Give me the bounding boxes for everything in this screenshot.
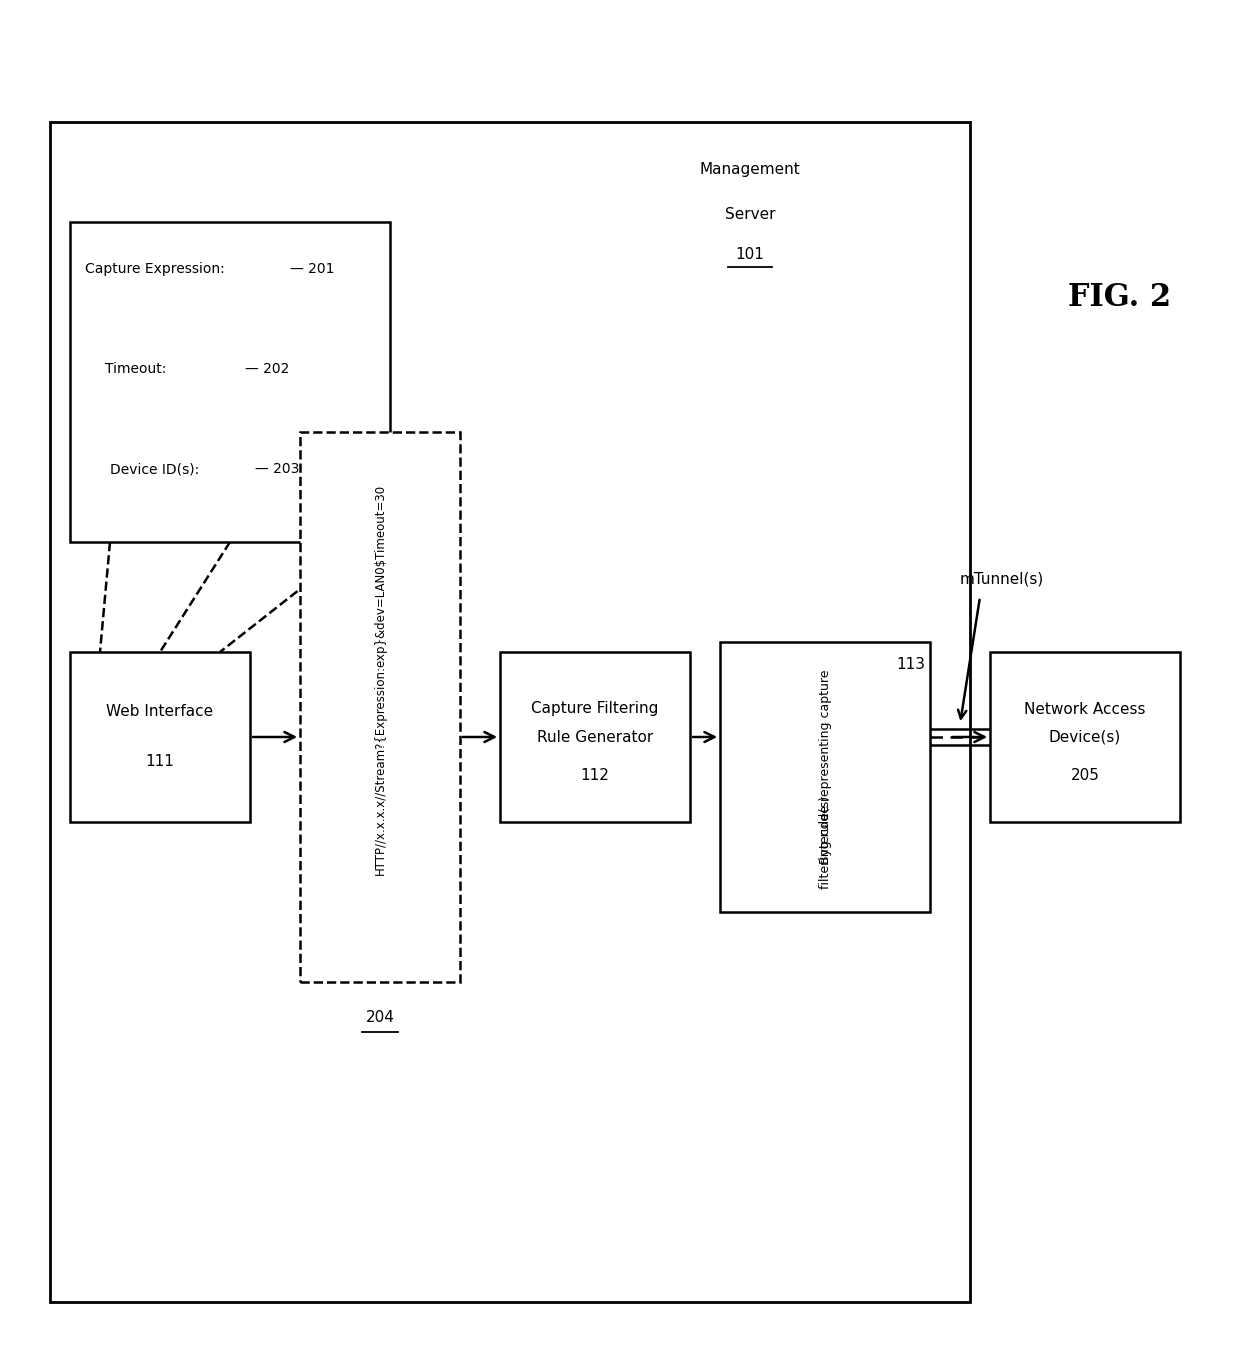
Text: Device(s): Device(s) [1049, 730, 1121, 745]
Text: Management: Management [699, 162, 800, 177]
Bar [50, 123, 970, 1302]
Bar [990, 652, 1180, 823]
Bar [500, 652, 689, 823]
Text: — 203: — 203 [255, 462, 299, 475]
Text: Bytecode representing capture: Bytecode representing capture [818, 670, 832, 865]
Text: mTunnel(s): mTunnel(s) [960, 572, 1044, 587]
Text: 204: 204 [366, 1011, 394, 1026]
Text: filtering rule(s): filtering rule(s) [818, 795, 832, 888]
Bar [69, 222, 391, 542]
Text: — 201: — 201 [290, 262, 335, 276]
Text: Capture Expression:: Capture Expression: [86, 262, 224, 276]
Text: 112: 112 [580, 768, 609, 783]
Text: Web Interface: Web Interface [107, 704, 213, 719]
Bar [69, 652, 250, 823]
Text: Rule Generator: Rule Generator [537, 730, 653, 745]
Text: Network Access: Network Access [1024, 701, 1146, 716]
Text: 205: 205 [1070, 768, 1100, 783]
Text: Timeout:: Timeout: [105, 362, 166, 376]
Text: Server: Server [724, 207, 775, 222]
Text: 101: 101 [735, 247, 764, 262]
Text: Capture Filtering: Capture Filtering [531, 701, 658, 716]
Text: — 202: — 202 [246, 362, 289, 376]
Text: FIG. 2: FIG. 2 [1069, 282, 1172, 313]
Text: Device ID(s):: Device ID(s): [110, 462, 200, 475]
Bar [720, 642, 930, 913]
Text: 113: 113 [897, 656, 925, 671]
Text: 111: 111 [145, 755, 175, 770]
Text: HTTP//x.x.x.x//Stream?{Expression:exp}&dev=LAN0$Timeout=30: HTTP//x.x.x.x//Stream?{Expression:exp}&d… [373, 484, 387, 874]
Bar [300, 432, 460, 982]
